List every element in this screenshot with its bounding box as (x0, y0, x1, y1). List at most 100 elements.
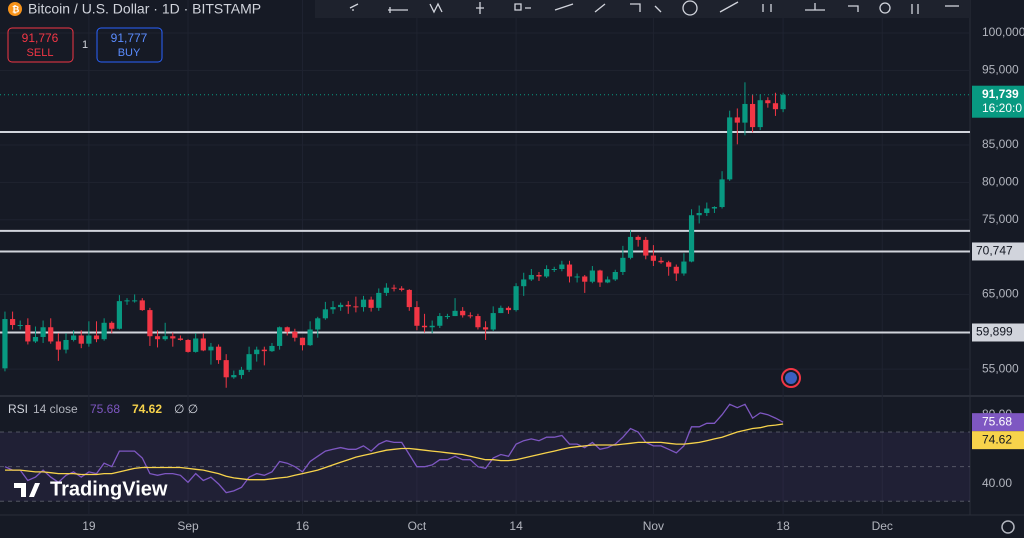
buy-price: 91,777 (111, 31, 148, 45)
candle-body (688, 215, 695, 262)
drawing-toolbar[interactable] (315, 0, 970, 18)
candle-body (505, 307, 512, 311)
candle-body (299, 337, 306, 346)
candle-body (170, 336, 176, 339)
candle-body (727, 117, 733, 180)
icon (805, 3, 825, 11)
icon (848, 5, 859, 12)
candle-body (261, 349, 267, 352)
rsi-value-label: 74.62 (982, 432, 1012, 446)
candle-body (536, 274, 542, 277)
candle-body (490, 313, 496, 330)
x-tick-label: 16 (296, 519, 310, 533)
candle-body (658, 260, 664, 263)
candle-body (597, 270, 603, 283)
candle-body (2, 319, 8, 369)
candle-body (559, 264, 565, 270)
candle-body (528, 274, 534, 280)
rsi-value-box (972, 413, 1024, 432)
candle-body (406, 289, 412, 308)
candle-body (414, 307, 420, 326)
icon (554, 3, 574, 11)
candle-body (109, 322, 115, 329)
candle-body (666, 262, 672, 267)
candle-body (353, 306, 359, 308)
candle-body (368, 299, 374, 308)
candle-body (322, 309, 328, 319)
y-tick-label: 65,000 (982, 287, 1019, 301)
candle-body (200, 338, 206, 351)
candle-body (78, 335, 84, 344)
candle-body (48, 327, 54, 342)
candle-body (681, 261, 687, 274)
icon (349, 3, 359, 11)
candle-body (215, 346, 222, 361)
icon (762, 4, 772, 12)
y-tick-label: 75,000 (982, 212, 1019, 226)
candle-body (345, 304, 351, 307)
candle-body (582, 276, 588, 282)
candle-body (93, 335, 100, 340)
buy-button[interactable] (96, 27, 163, 63)
y-tick-label: 100,000 (982, 25, 1024, 39)
x-tick-label: Sep (177, 519, 199, 533)
candle-body (177, 338, 184, 340)
candle-body (765, 100, 771, 104)
candle-body (246, 354, 252, 370)
sell-button[interactable] (7, 27, 74, 63)
candle-body (254, 349, 260, 355)
level-label-box (972, 242, 1024, 261)
candle-body (612, 271, 618, 280)
icon (630, 3, 641, 12)
watermark: TradingView (50, 478, 168, 500)
rsi-extra: ∅ ∅ (174, 402, 198, 416)
countdown: 16:20:0 (982, 101, 1022, 115)
rsi-value-box (972, 431, 1024, 450)
candle-body (284, 327, 290, 332)
candle-body (589, 270, 595, 282)
toolbar-icons (349, 0, 959, 16)
candle-body (742, 103, 748, 123)
candle-body (307, 329, 313, 346)
level-label-box (972, 323, 1024, 342)
candle-body (25, 325, 31, 342)
candle-body (544, 269, 550, 277)
icon (388, 7, 408, 13)
level-label: 70,747 (976, 244, 1013, 258)
rsi-params: 14 close (33, 402, 78, 416)
candle-body (139, 300, 145, 311)
y-tick-label: 55,000 (982, 361, 1019, 375)
settings-icon[interactable] (1001, 520, 1015, 534)
candle-body (238, 369, 245, 376)
spread: 1 (82, 39, 88, 51)
rsi-title: RSI (8, 402, 28, 416)
candle-body (467, 315, 473, 317)
rsi-value: 75.68 (90, 402, 120, 416)
candle-body (86, 335, 92, 344)
candle-body (749, 103, 756, 128)
candle-body (162, 336, 168, 340)
event-flag (785, 372, 797, 384)
candle-body (338, 304, 344, 308)
candle-body (9, 319, 16, 326)
candle-body (391, 287, 397, 289)
candle-body (276, 327, 283, 346)
x-tick-label: Dec (872, 519, 893, 533)
last-price-label: 91,739 (982, 87, 1019, 101)
candle-body (719, 179, 725, 208)
candle-body (124, 300, 130, 302)
candle-body (208, 346, 214, 351)
y-tick-label: 85,000 (982, 137, 1019, 151)
icon (654, 5, 662, 13)
symbol-title: Bitcoin / U.S. Dollar · 1D · BITSTAMP (28, 1, 261, 17)
candle-body (399, 288, 405, 290)
candle-body (574, 276, 580, 278)
candle-body (71, 335, 77, 340)
candle-body (635, 236, 641, 240)
candle-body (475, 316, 481, 328)
candle-body (551, 269, 557, 271)
last-price-box (972, 85, 1024, 118)
